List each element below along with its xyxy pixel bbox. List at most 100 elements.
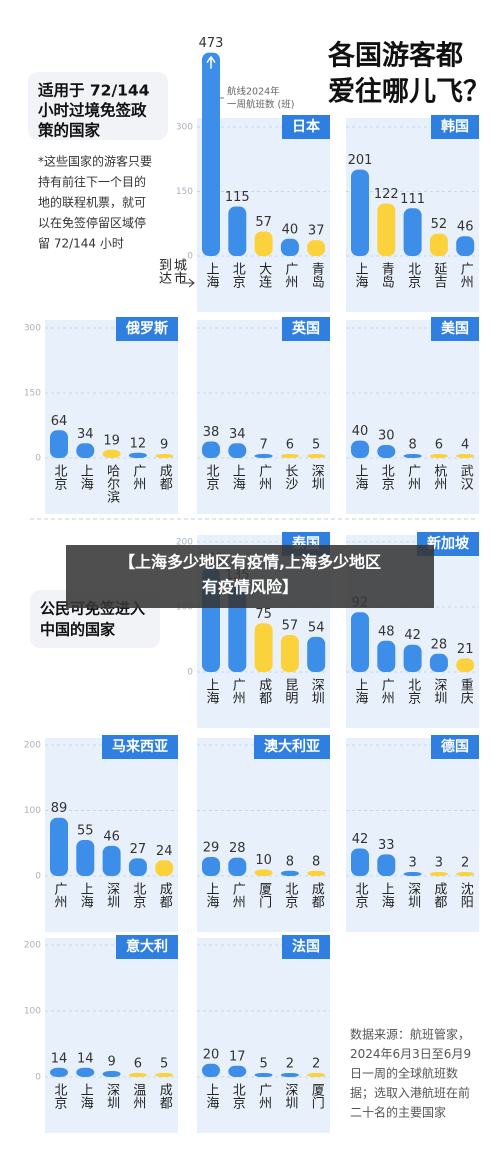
value-label: 40 (352, 424, 369, 439)
city-label: 北京 (379, 464, 395, 490)
panel (346, 320, 479, 514)
value-label: 28 (229, 841, 246, 856)
bar (456, 454, 475, 458)
bar (155, 860, 174, 876)
panel (346, 738, 479, 932)
country-tab (431, 115, 479, 139)
bar (128, 1073, 147, 1077)
value-label: 8 (286, 854, 294, 869)
bar (50, 1067, 68, 1077)
bar (429, 653, 448, 672)
country-name: 意大利 (126, 938, 168, 955)
bar (307, 1073, 326, 1077)
value-label: 115 (225, 190, 250, 205)
source: 据；选取入港航班在前 (350, 1085, 470, 1100)
value-label: 14 (77, 1051, 94, 1066)
city-label: 深圳 (104, 882, 120, 908)
value-label: 34 (77, 427, 94, 442)
bar (76, 1067, 95, 1077)
bar (377, 445, 396, 458)
value-label: 21 (457, 642, 474, 657)
bar (76, 839, 95, 876)
city-label: 广州 (379, 678, 395, 704)
y-tick-label: 300 (176, 123, 193, 133)
country-tab (254, 735, 330, 759)
city-label: 大连 (256, 262, 272, 289)
bar (254, 231, 273, 256)
arrival-label: 到达城市 (156, 258, 186, 284)
bar (429, 872, 448, 876)
country-name: 德国 (441, 738, 469, 755)
city-label: 青岛 (309, 262, 325, 288)
legend-note: 一周航班数 (班) (227, 99, 294, 111)
value-label: 57 (282, 618, 299, 633)
value-label: 5 (160, 1057, 168, 1072)
value-label: 64 (51, 414, 68, 429)
bar (228, 1065, 247, 1077)
city-label: 上海 (78, 464, 94, 490)
bar (128, 858, 147, 876)
bar (456, 236, 475, 256)
value-label: 52 (431, 217, 448, 232)
y-tick-label: 0 (187, 252, 193, 262)
city-label: 沈阳 (458, 882, 474, 908)
city-label: 上海 (353, 678, 369, 704)
value-label: 2 (461, 856, 469, 871)
city-label: 成都 (309, 882, 325, 908)
country-name: 马来西亚 (112, 739, 168, 755)
city-label: 武汉 (458, 464, 474, 490)
y-tick-label: 0 (35, 872, 41, 882)
value-label: 20 (203, 1047, 220, 1062)
country-tab (282, 317, 330, 341)
legend-note: 航线2024年 (227, 86, 280, 98)
value-label: 201 (348, 153, 373, 168)
city-label: 厦门 (309, 1083, 325, 1109)
y-tick-label: 100 (24, 806, 41, 816)
bar (429, 454, 448, 458)
y-tick-label: 0 (35, 1073, 41, 1083)
y-tick-label: 200 (176, 538, 193, 548)
city-label: 成都 (157, 882, 173, 908)
country-tab (116, 935, 178, 959)
city-label: 成都 (256, 678, 272, 704)
panel (45, 320, 178, 514)
city-label: 杭州 (431, 464, 447, 490)
y-tick-label: 150 (176, 187, 193, 197)
bar (102, 449, 121, 458)
city-label: 昆明 (282, 678, 297, 705)
y-tick-label: 200 (24, 741, 41, 751)
bar (351, 440, 369, 458)
value-label: 46 (457, 220, 474, 235)
city-label: 广州 (230, 678, 246, 704)
city-label: 重庆 (458, 677, 474, 704)
y-tick-label: 150 (24, 389, 41, 399)
city-label: 深圳 (431, 678, 447, 704)
bar (403, 644, 422, 672)
bar (377, 203, 396, 256)
city-label: 北京 (52, 1083, 68, 1109)
city-label: 上海 (204, 882, 220, 908)
country-name: 新加坡 (427, 535, 470, 552)
city-label: 上海 (204, 262, 220, 288)
arrival-arrow (180, 278, 195, 288)
country-tab (116, 317, 178, 341)
bar (202, 1063, 220, 1077)
bar (351, 612, 369, 672)
panel (45, 938, 178, 1133)
panel (197, 738, 330, 932)
city-label: 深圳 (282, 1083, 298, 1109)
bar (280, 238, 299, 256)
country-tab (282, 935, 330, 959)
country-tab (431, 317, 479, 341)
country-tab (102, 735, 178, 759)
section-title: 适用于 72/144 (38, 82, 150, 100)
city-label: 深圳 (309, 464, 325, 490)
value-label: 122 (374, 187, 399, 202)
country-tab (282, 115, 330, 139)
value-label: 14 (51, 1051, 68, 1066)
source: 二十名的主要国家 (350, 1105, 446, 1120)
country-name: 英国 (291, 320, 320, 337)
bar (280, 870, 299, 876)
panel (197, 320, 330, 514)
value-label: 37 (308, 224, 325, 239)
